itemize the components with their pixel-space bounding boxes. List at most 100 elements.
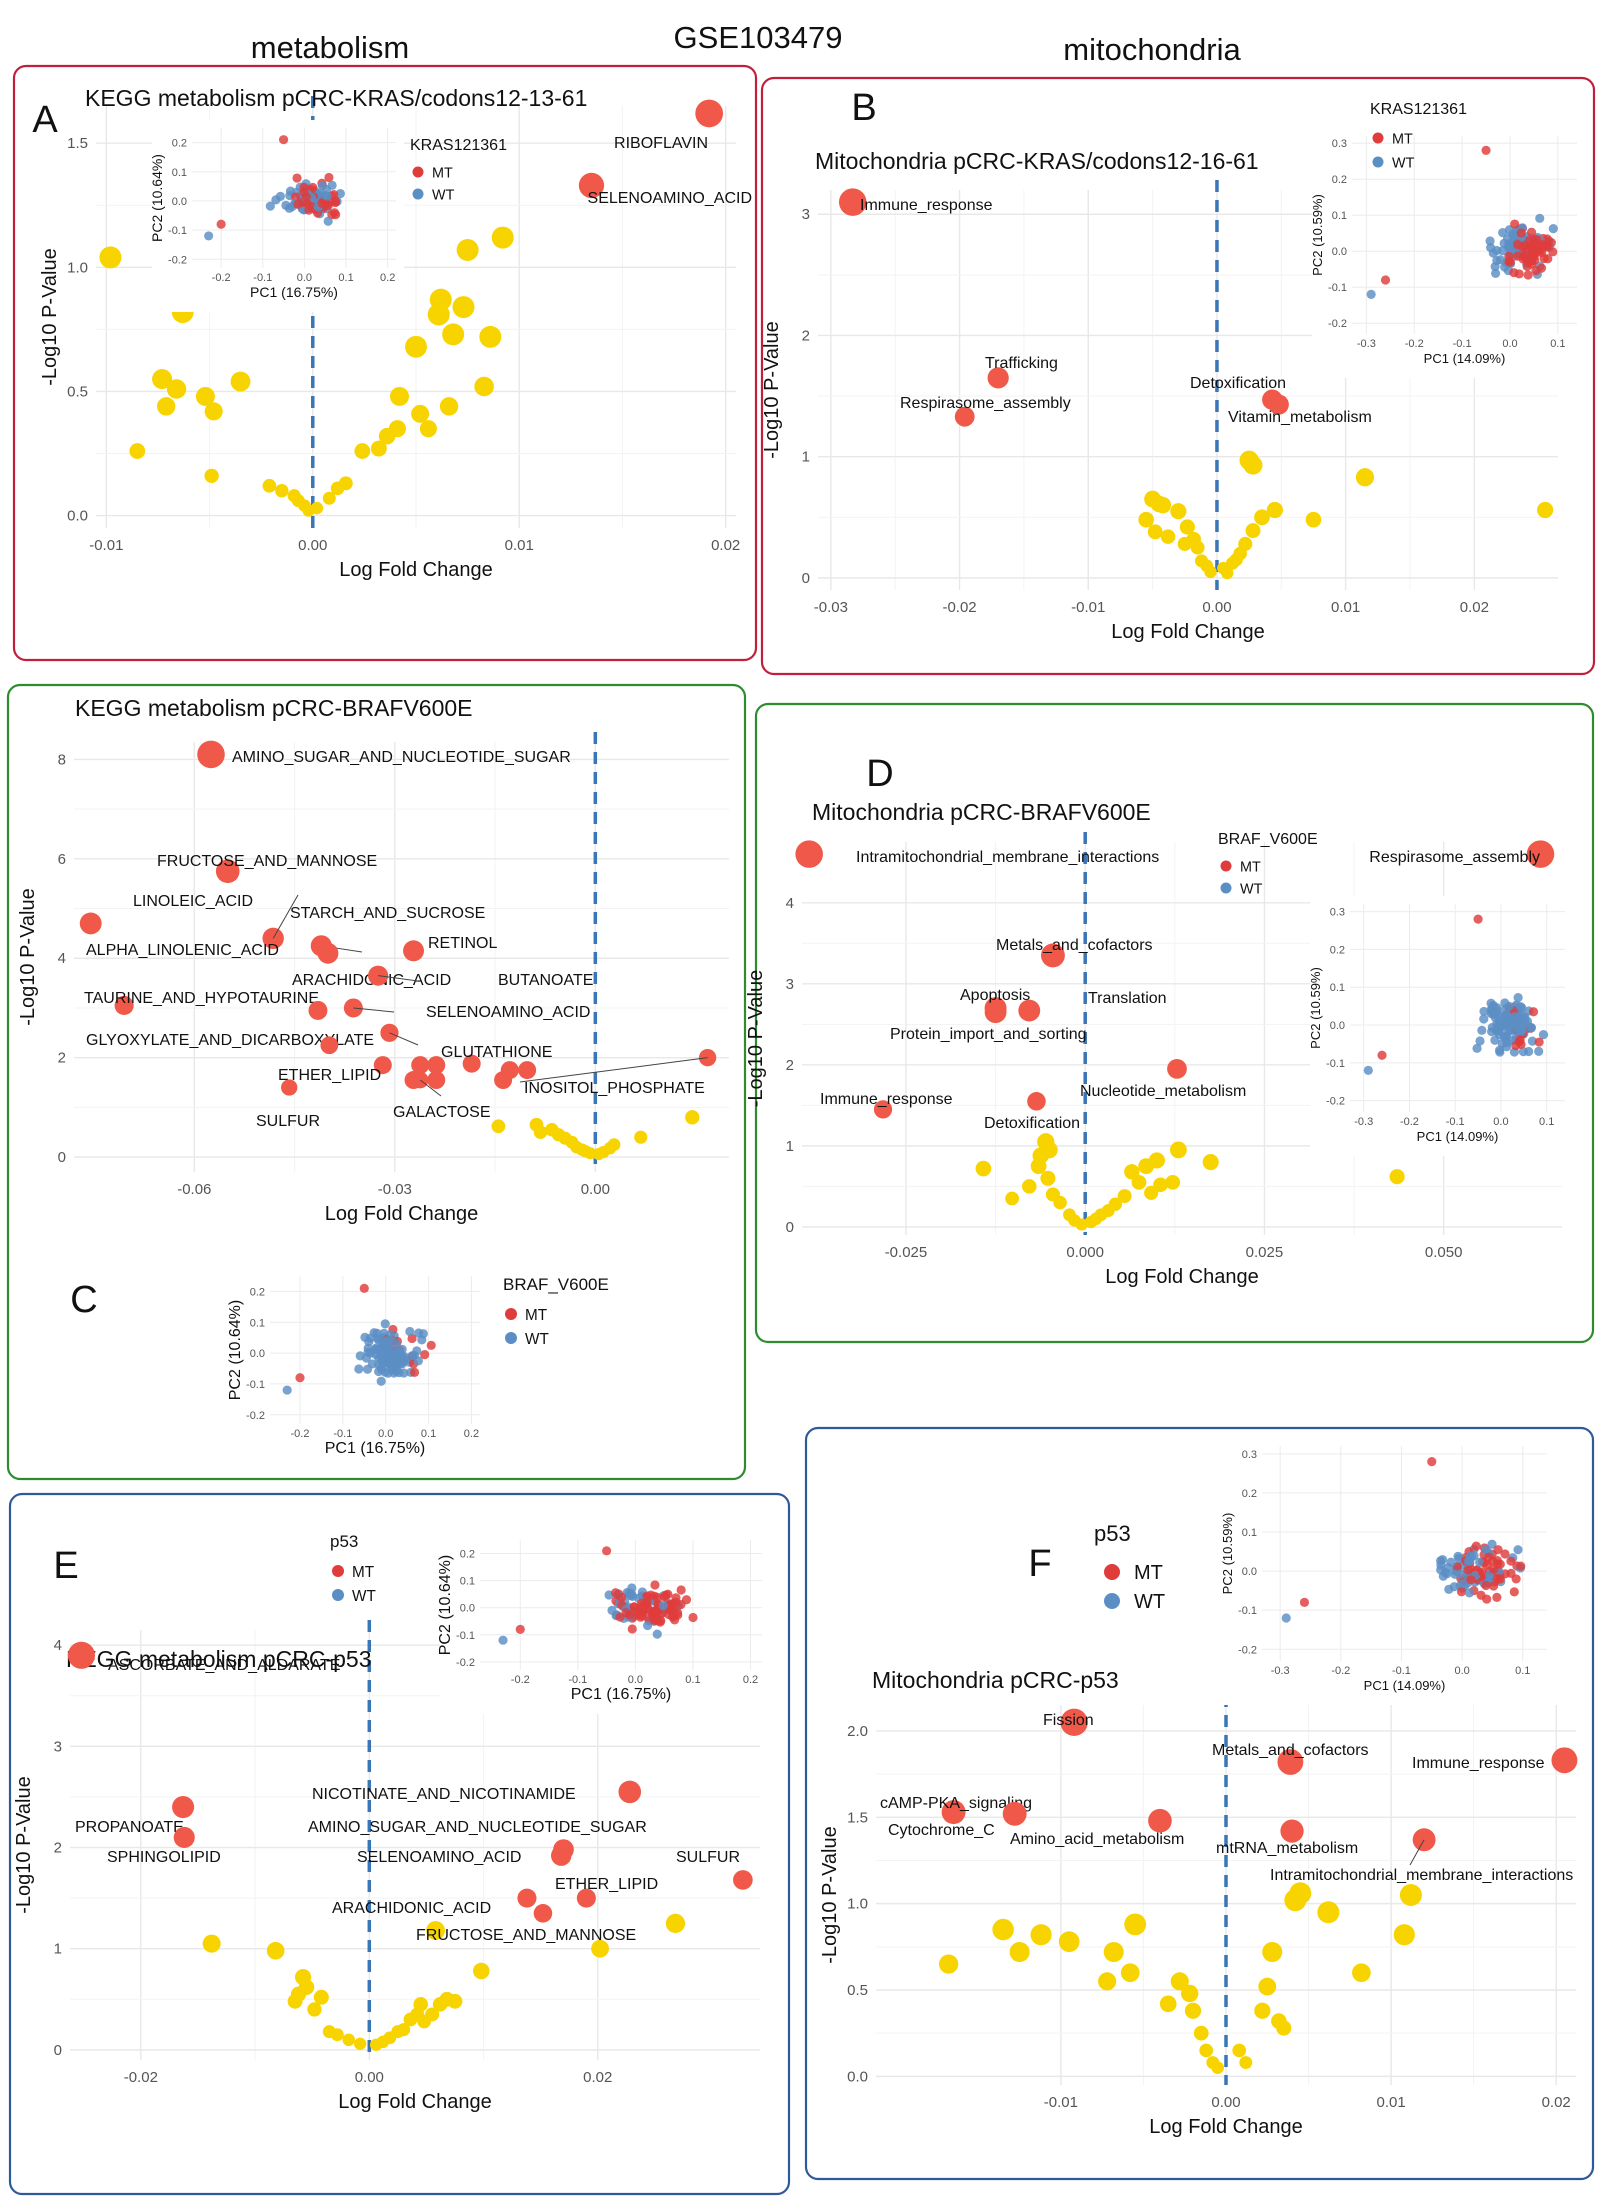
nonsignificant-point [99, 246, 122, 269]
pca-point-mt [1509, 268, 1519, 278]
point-label: Vitamin_metabolism [1228, 409, 1372, 426]
point-label: NICOTINATE_AND_NICOTINAMIDE [312, 1786, 576, 1803]
pca-point-mt [1543, 254, 1553, 264]
pca-x-axis-label: PC1 (16.75%) [250, 284, 338, 300]
significant-point [954, 406, 975, 427]
pca-x-axis-label: PC1 (14.09%) [1364, 1678, 1446, 1693]
pca-point-wt [1475, 1557, 1485, 1567]
pca-point-mt [1529, 243, 1540, 253]
pca-point-wt [1515, 1002, 1526, 1012]
pca-point-wt [1494, 1045, 1505, 1055]
pca-y-axis-label: PC2 (10.59%) [1310, 194, 1325, 276]
nonsignificant-point [419, 420, 437, 438]
nonsignificant-point [1045, 1187, 1060, 1202]
pca-point-mt [278, 135, 289, 145]
legend-swatch-mt [1220, 860, 1232, 872]
significant-point [373, 1056, 392, 1075]
point-label: ASCORBATE_AND_ALDARATE [108, 1657, 340, 1674]
pca-point-wt [1535, 213, 1545, 223]
pca-point-wt [1479, 1006, 1489, 1017]
pca-y-tick-label: 0.2 [1330, 944, 1345, 956]
pca-x-tick-label: -0.1 [253, 272, 272, 284]
pca-x-tick-label: -0.2 [1331, 1665, 1350, 1677]
point-label: ALPHA_LINOLENIC_ACID [86, 942, 279, 959]
pca-point-wt [607, 1605, 617, 1615]
nonsignificant-point [975, 1160, 992, 1177]
header-metabolism: metabolism [251, 30, 410, 65]
pca-x-axis-label: PC1 (14.09%) [1424, 351, 1506, 366]
nonsignificant-point [439, 397, 459, 416]
volcano-plot-a: -0.01 0.00 0.01 0.02 0.0 0.5 1.0 1.5 Log Fold Ch… [39, 85, 752, 581]
point-label: Intramitochondrial_membrane_interactions [1270, 1867, 1573, 1884]
x-tick-label: 0.02 [1542, 2094, 1571, 2111]
x-tick-label: 0.01 [1331, 599, 1360, 616]
y-axis-label: -Log10 P-Value [819, 1826, 841, 1964]
y-tick-label: 4 [786, 895, 794, 912]
nonsignificant-point [442, 323, 465, 346]
plot-title: Mitochondria pCRC-BRAFV600E [812, 799, 1151, 825]
pca-point-mt [1527, 251, 1537, 262]
pca-point-mt [661, 1590, 671, 1600]
plot-title: Mitochondria pCRC-p53 [872, 1667, 1119, 1693]
pca-point-mt [1510, 219, 1520, 229]
pca-point-mt [1484, 1552, 1494, 1562]
pca-point-wt [1363, 1065, 1373, 1075]
nonsignificant-point [591, 1939, 609, 1958]
point-label: SELENOAMINO_ACID [588, 190, 752, 207]
nonsignificant-point [322, 491, 336, 505]
pca-y-tick-label: 0.2 [1242, 1488, 1257, 1500]
x-tick-label: 0.02 [1460, 599, 1489, 616]
pca-y-tick-label: 0.3 [1330, 907, 1345, 919]
pca-point-wt [407, 1351, 417, 1361]
x-tick-label: 0.00 [298, 537, 327, 554]
pca-point-wt [204, 231, 214, 241]
x-tick-label: -0.025 [885, 1244, 928, 1261]
nonsignificant-point [1389, 1169, 1405, 1185]
point-label: Translation [1088, 990, 1167, 1007]
pca-x-tick-label: -0.1 [1453, 338, 1472, 350]
label-leader-line [389, 1032, 419, 1046]
y-tick-label: 1 [54, 1941, 62, 1958]
nonsignificant-point [195, 386, 215, 406]
x-tick-label: 0.02 [711, 537, 740, 554]
nonsignificant-point [1058, 1931, 1080, 1952]
nonsignificant-point [338, 476, 353, 491]
pca-y-tick-label: 0.1 [172, 167, 187, 179]
y-axis-label: -Log10 P-Value [39, 248, 61, 386]
nonsignificant-point [447, 1993, 463, 2009]
significant-point [838, 188, 867, 216]
pca-y-tick-label: 0.2 [460, 1549, 475, 1561]
pca-y-tick-label: 0.0 [460, 1603, 475, 1615]
x-axis-label: Log Fold Change [1149, 2116, 1302, 2138]
pca-point-mt [1522, 261, 1532, 272]
pca-y-axis-label: PC2 (10.59%) [1220, 1513, 1235, 1595]
nonsignificant-point [310, 501, 324, 515]
nonsignificant-point [1131, 1174, 1147, 1190]
pca-point-mt [426, 1340, 436, 1350]
pca-x-tick-label: -0.1 [1446, 1116, 1465, 1128]
significant-point [1018, 999, 1041, 1022]
nonsignificant-point [152, 369, 173, 390]
legend-label-wt: WT [1134, 1591, 1165, 1613]
x-tick-label: -0.01 [89, 537, 123, 554]
significant-point [533, 1904, 553, 1923]
point-label: AMINO_SUGAR_AND_NUCLEOTIDE_SUGAR [232, 749, 571, 766]
nonsignificant-point [307, 2002, 322, 2017]
nonsignificant-point [287, 1993, 303, 2009]
point-label: RETINOL [428, 935, 497, 952]
point-label: mtRNA_metabolism [1216, 1840, 1358, 1857]
pca-x-tick-label: 0.1 [421, 1428, 436, 1440]
pca-x-tick-label: -0.2 [1400, 1116, 1419, 1128]
x-tick-label: 0.02 [583, 2069, 612, 2086]
significant-point [618, 1780, 642, 1804]
pca-point-wt [1464, 1588, 1475, 1598]
pca-inset-pcac: -0.2 -0.1 0.0 0.1 0.2 -0.2 -0.1 0.0 0.1 0.2 PC1 (1… [227, 1268, 609, 1468]
volcano-plot-b: -0.03 -0.02 -0.01 0.00 0.01 0.02 0 1 2 3 Log Fold … [761, 148, 1558, 643]
nonsignificant-point [1537, 501, 1554, 519]
pca-point-wt [1481, 1544, 1491, 1554]
pca-point-wt [1534, 1046, 1544, 1056]
y-tick-label: 2.0 [847, 1723, 868, 1740]
x-tick-label: -0.03 [814, 599, 848, 616]
panel-letter-b: B [851, 87, 876, 129]
pca-point-wt [1281, 1613, 1291, 1623]
